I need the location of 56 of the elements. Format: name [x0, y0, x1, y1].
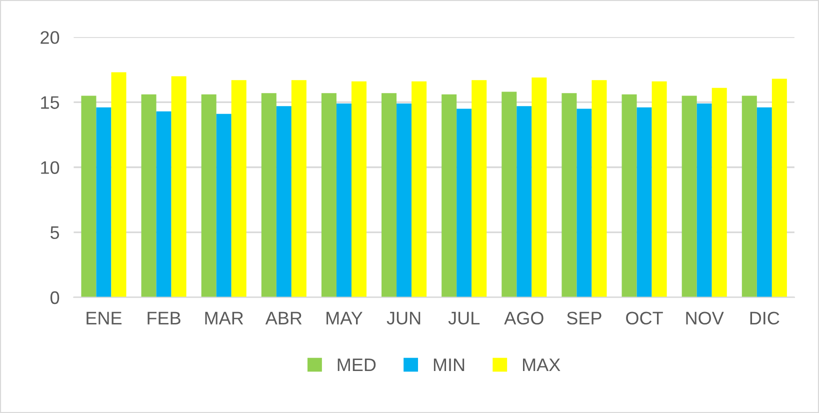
- bar: [171, 76, 186, 298]
- bar: [576, 108, 592, 298]
- bar: [456, 108, 472, 298]
- x-tick-label: NOV: [686, 312, 724, 325]
- bar: [742, 96, 757, 298]
- bar: [516, 106, 532, 298]
- x-tick-label: ENE: [86, 312, 122, 324]
- bar: [261, 93, 276, 298]
- bar: [652, 81, 667, 298]
- x-tick-label: JUN: [386, 312, 420, 325]
- x-tick-label: SEP: [566, 312, 602, 325]
- y-tick-label: 20: [40, 31, 60, 44]
- bar: [396, 104, 412, 298]
- bar: [696, 104, 712, 298]
- bar: [291, 80, 306, 298]
- x-tick-label: ABR: [265, 312, 302, 324]
- bar: [216, 114, 232, 298]
- x-tick-label: DIC: [750, 312, 780, 325]
- bar: [772, 78, 787, 298]
- bar: [276, 106, 292, 298]
- bar: [636, 107, 652, 298]
- legend-label: MED: [338, 358, 376, 372]
- y-tick-label: 10: [41, 161, 60, 174]
- x-tick-label: MAY: [326, 312, 362, 324]
- bar: [201, 94, 216, 298]
- bar: [756, 107, 772, 298]
- bar: [231, 80, 246, 298]
- bar: [351, 81, 367, 298]
- bar: [442, 94, 457, 298]
- legend-label: MAX: [523, 358, 560, 372]
- bar: [156, 111, 172, 298]
- x-tick-label: AGO: [504, 312, 544, 325]
- bar: [141, 94, 156, 298]
- bar: [321, 93, 336, 298]
- legend-label: MIN: [434, 358, 464, 372]
- bar: [502, 92, 517, 298]
- y-tick-label: 0: [50, 291, 60, 304]
- bar: [96, 107, 112, 298]
- bar: [472, 80, 487, 298]
- bar: [622, 94, 637, 298]
- bar: [382, 93, 397, 298]
- x-tick-label: OCT: [626, 312, 663, 325]
- bar: [532, 78, 547, 298]
- bar: [562, 93, 577, 298]
- bar: [111, 72, 126, 298]
- x-tick-label: FEB: [148, 312, 180, 324]
- y-tick-label: 5: [50, 226, 60, 240]
- x-tick-label: MAR: [205, 312, 244, 324]
- bar: [412, 81, 427, 298]
- bar: [592, 80, 607, 298]
- bar: [712, 88, 727, 298]
- bar: [682, 96, 697, 298]
- bar: [81, 96, 96, 298]
- bar: [336, 104, 352, 298]
- x-tick-label: JUL: [448, 312, 480, 325]
- y-tick-label: 15: [41, 96, 60, 109]
